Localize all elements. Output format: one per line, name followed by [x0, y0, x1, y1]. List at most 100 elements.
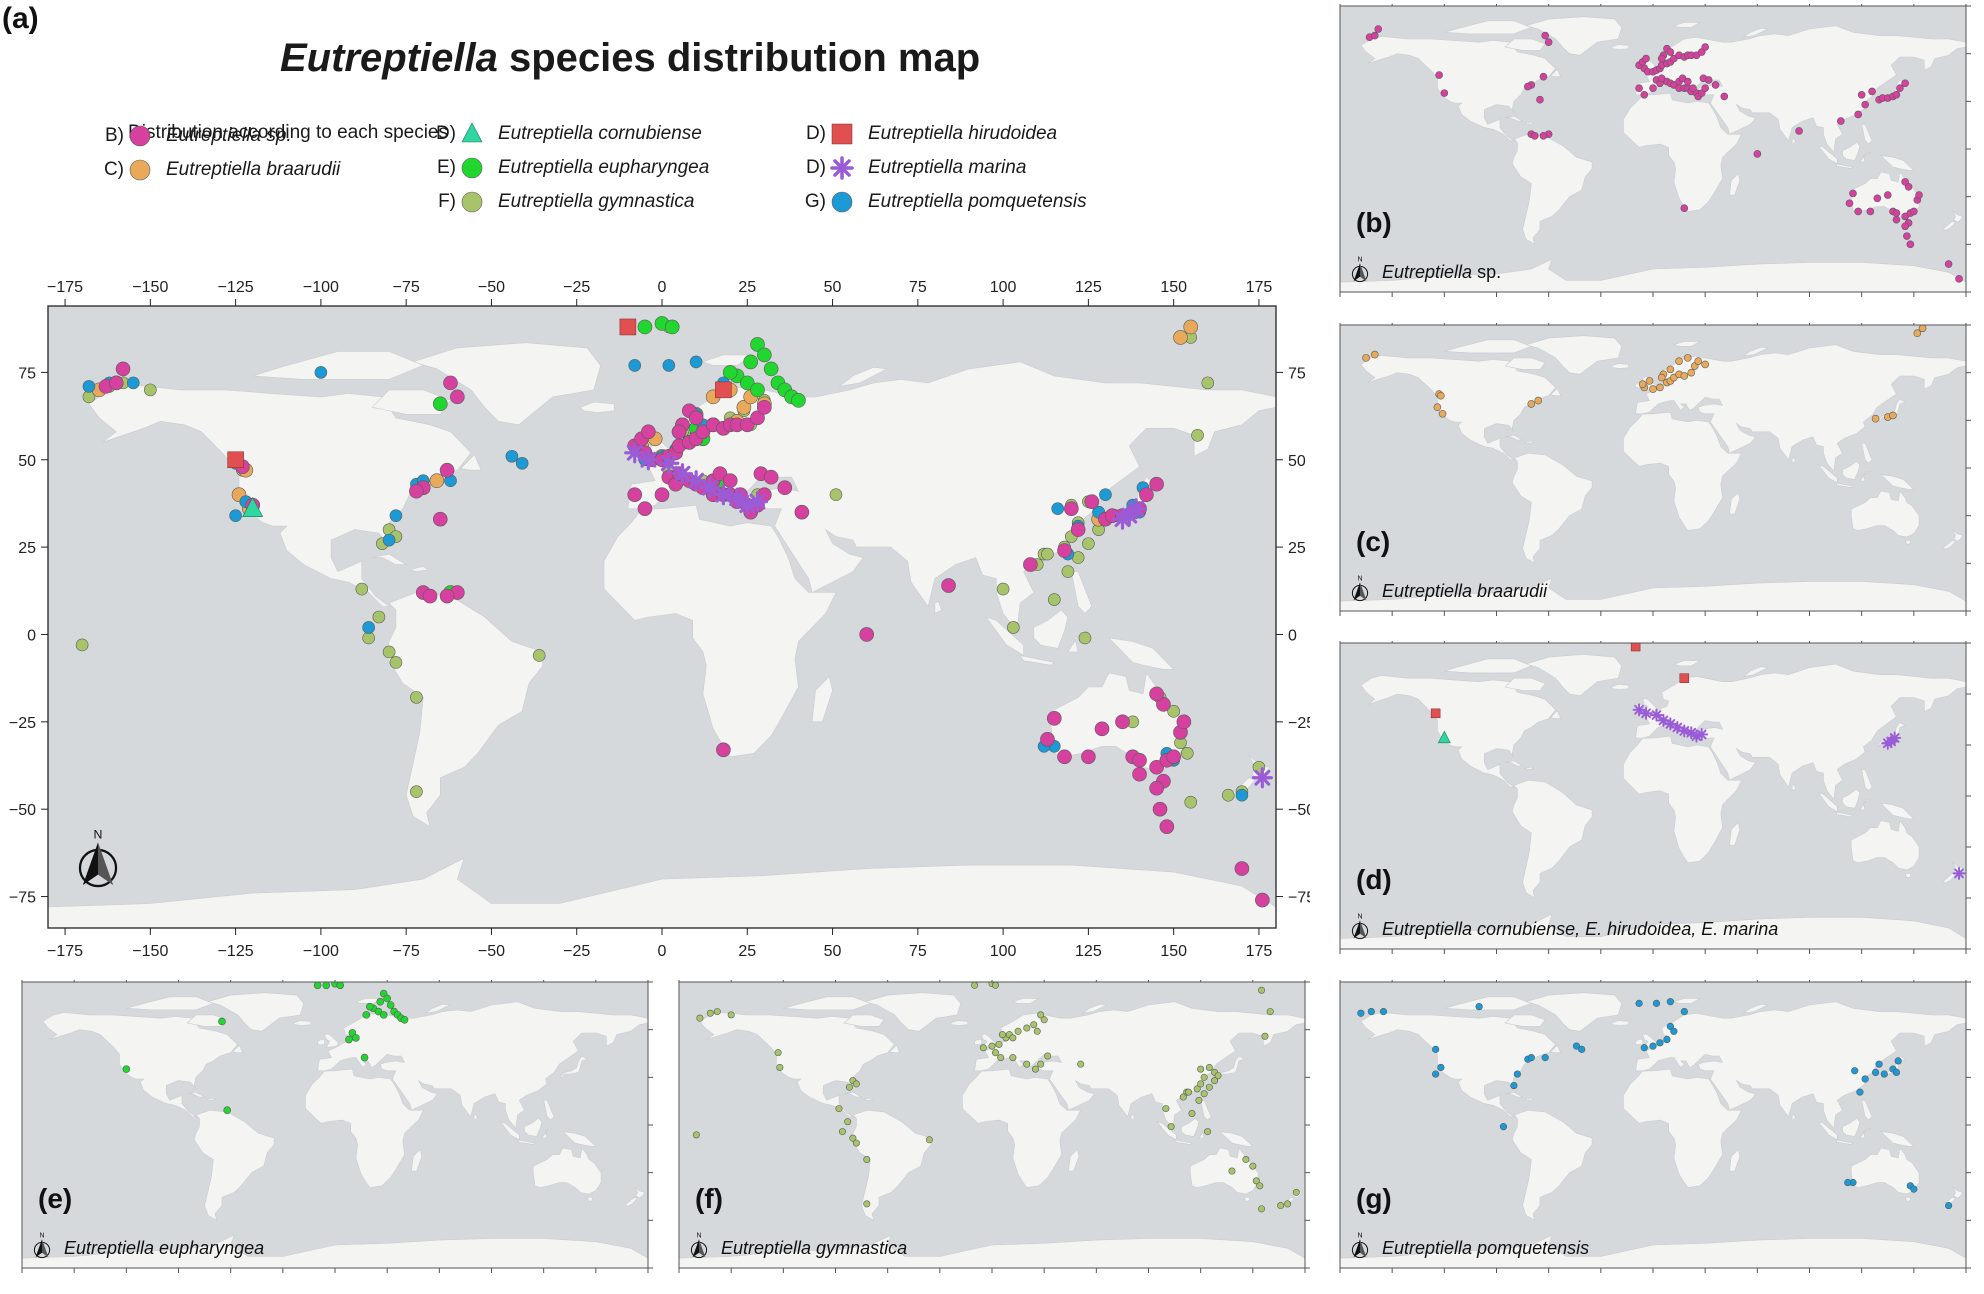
land [1108, 637, 1175, 670]
occurrence-point [1235, 788, 1249, 802]
occurrence-point [409, 483, 424, 499]
map-title: Eutreptiella species distribution map [280, 36, 980, 81]
asterisk-stroke [1954, 868, 1964, 879]
land [1859, 471, 1871, 482]
legend-code: D) [805, 123, 826, 144]
lat-tick-label-right: −25 [1288, 715, 1310, 732]
land [1549, 710, 1562, 719]
occurrence-point [1868, 87, 1876, 96]
land [516, 1139, 536, 1145]
legend-item: F) Eutreptiella gymnastica [430, 190, 694, 214]
occurrence-point [712, 484, 734, 506]
lon-tick-label-top: −150 [132, 279, 168, 296]
occurrence-point [844, 1118, 852, 1126]
occurrence-point [845, 1083, 853, 1091]
occurrence-point [671, 424, 687, 440]
occurrence-point [1541, 31, 1549, 40]
panel-letter: (b) [1356, 207, 1392, 238]
occurrence-point [382, 533, 396, 547]
occurrence-point [1115, 714, 1130, 730]
north-arrow-left [35, 1239, 42, 1258]
land [1524, 440, 1535, 444]
land [1951, 210, 1963, 223]
occurrence-point [1901, 79, 1909, 88]
legend-heading: Distribution according to each species [128, 122, 449, 143]
land [1850, 490, 1920, 538]
occurrence-point [122, 1065, 131, 1073]
occurrence-point [1132, 752, 1147, 768]
lon-tick-label-top: 175 [1246, 279, 1273, 296]
land [1505, 1091, 1524, 1098]
land [1791, 784, 1796, 792]
land [1672, 22, 1702, 28]
occurrence-point [1362, 354, 1370, 362]
occurrence-point [429, 473, 445, 489]
land [1524, 766, 1535, 770]
occurrence-point [1200, 1073, 1208, 1081]
occurrence-point [1656, 1039, 1664, 1047]
land [1019, 654, 1055, 666]
occurrence-point [925, 1136, 933, 1144]
occurrence-point [1261, 1032, 1269, 1040]
legend-item: D) Eutreptiella hirudoidea [800, 122, 1057, 146]
land [126, 996, 215, 1011]
land [48, 857, 1276, 928]
occurrence-point [1132, 766, 1147, 782]
occurrence-point [1159, 819, 1175, 834]
occurrence-point [971, 982, 979, 989]
legend-symbol-circle-icon [129, 159, 151, 181]
occurrence-point [461, 157, 483, 179]
occurrence-point [1640, 1044, 1648, 1052]
occurrence-point [313, 982, 322, 990]
land [1070, 571, 1093, 614]
panel-letter: (d) [1356, 864, 1392, 895]
north-label: N [1357, 1233, 1362, 1240]
occurrence-point [1630, 643, 1641, 652]
land [1082, 1003, 1108, 1014]
occurrence-point [988, 1042, 996, 1050]
occurrence-point [1041, 547, 1054, 561]
occurrence-point [400, 1016, 409, 1024]
land [317, 1039, 325, 1045]
land [1861, 1100, 1873, 1121]
asterisk-stroke [1665, 719, 1676, 729]
land [1834, 482, 1854, 488]
north-arrow-left [1353, 263, 1360, 282]
land [1942, 539, 1957, 550]
land [1791, 1113, 1796, 1121]
occurrence-point [126, 376, 140, 390]
asterisk-stroke [1672, 722, 1683, 733]
occurrence-point [82, 380, 96, 393]
legend-item: B) Eutreptiella sp. [98, 124, 292, 148]
land [1951, 529, 1963, 542]
land [1340, 258, 1966, 292]
land [1610, 363, 1630, 369]
occurrence-point [336, 982, 345, 990]
lon-tick-label-top: 25 [738, 279, 756, 296]
occurrence-point [115, 361, 131, 377]
asterisk-stroke [626, 444, 643, 461]
legend-species-name: Eutreptiella gymnastica [498, 191, 695, 212]
lat-tick-label-right: −50 [1288, 802, 1310, 819]
occurrence-point [1181, 746, 1194, 760]
occurrence-point [422, 588, 438, 604]
occurrence-point [1680, 372, 1689, 380]
north-arrow-right [1360, 582, 1367, 601]
occurrence-point [129, 159, 151, 181]
asterisk-stroke [1696, 729, 1707, 740]
occurrence-point [736, 400, 752, 415]
occurrence-point [763, 469, 779, 485]
occurrence-point [1913, 329, 1922, 338]
land [1743, 27, 1769, 38]
land [1743, 666, 1769, 677]
occurrence-point [706, 1009, 714, 1017]
north-arrow-left [1353, 920, 1360, 939]
land [1011, 998, 1041, 1004]
occurrence-point [774, 1049, 782, 1057]
occurrence-point [223, 1106, 231, 1115]
occurrence-point [1910, 207, 1918, 216]
occurrence-point [1252, 1177, 1260, 1185]
panel-caption: Eutreptiella cornubiense, E. hirudoidea,… [1382, 919, 1778, 939]
occurrence-point [1201, 376, 1215, 390]
land [1360, 355, 1557, 461]
